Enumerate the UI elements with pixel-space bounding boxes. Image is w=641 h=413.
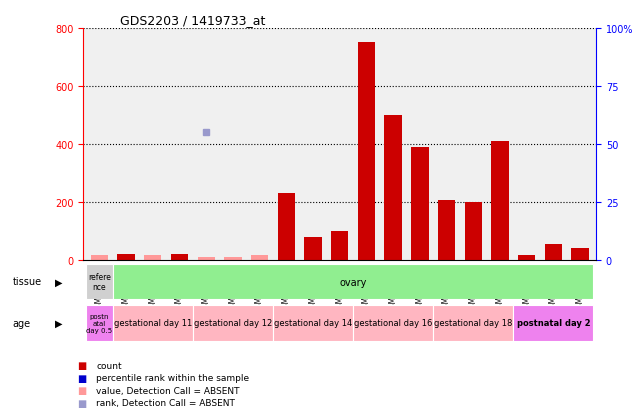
Bar bbox=[438, 201, 455, 260]
Bar bbox=[331, 231, 349, 260]
Bar bbox=[193, 306, 273, 341]
Bar bbox=[90, 256, 108, 260]
Text: ■: ■ bbox=[77, 398, 86, 408]
Text: value, Detection Call = ABSENT: value, Detection Call = ABSENT bbox=[96, 386, 240, 395]
Bar bbox=[411, 147, 429, 260]
Text: ▶: ▶ bbox=[54, 318, 62, 328]
Text: gestational day 11: gestational day 11 bbox=[113, 319, 192, 328]
Bar bbox=[197, 257, 215, 260]
Text: age: age bbox=[13, 318, 31, 328]
Bar bbox=[545, 244, 562, 260]
Text: gestational day 16: gestational day 16 bbox=[354, 319, 432, 328]
Bar bbox=[358, 43, 375, 260]
Text: ■: ■ bbox=[77, 361, 86, 370]
Bar bbox=[171, 254, 188, 260]
Bar bbox=[385, 116, 402, 260]
Bar bbox=[251, 256, 269, 260]
Bar bbox=[518, 256, 535, 260]
Text: postn
atal
day 0.5: postn atal day 0.5 bbox=[87, 313, 112, 333]
Text: GDS2203 / 1419733_at: GDS2203 / 1419733_at bbox=[120, 14, 265, 27]
Bar bbox=[278, 194, 295, 260]
Bar bbox=[571, 249, 589, 260]
Text: ▶: ▶ bbox=[54, 277, 62, 287]
Text: gestational day 18: gestational day 18 bbox=[434, 319, 512, 328]
Bar bbox=[86, 264, 113, 299]
Bar bbox=[144, 256, 162, 260]
Text: count: count bbox=[96, 361, 122, 370]
Bar bbox=[433, 306, 513, 341]
Text: percentile rank within the sample: percentile rank within the sample bbox=[96, 373, 249, 382]
Text: gestational day 12: gestational day 12 bbox=[194, 319, 272, 328]
Bar bbox=[224, 257, 242, 260]
Bar bbox=[353, 306, 433, 341]
Text: gestational day 14: gestational day 14 bbox=[274, 319, 352, 328]
Text: postnatal day 2: postnatal day 2 bbox=[517, 319, 590, 328]
Bar bbox=[513, 306, 594, 341]
Bar bbox=[465, 202, 482, 260]
Text: ovary: ovary bbox=[339, 277, 367, 287]
Bar bbox=[304, 237, 322, 260]
Bar bbox=[273, 306, 353, 341]
Bar bbox=[491, 142, 509, 260]
Text: tissue: tissue bbox=[13, 277, 42, 287]
Bar bbox=[113, 306, 193, 341]
Bar bbox=[86, 306, 113, 341]
Text: ■: ■ bbox=[77, 385, 86, 395]
Text: rank, Detection Call = ABSENT: rank, Detection Call = ABSENT bbox=[96, 398, 235, 407]
Text: refere
nce: refere nce bbox=[88, 272, 111, 292]
Bar bbox=[117, 254, 135, 260]
Text: ■: ■ bbox=[77, 373, 86, 383]
